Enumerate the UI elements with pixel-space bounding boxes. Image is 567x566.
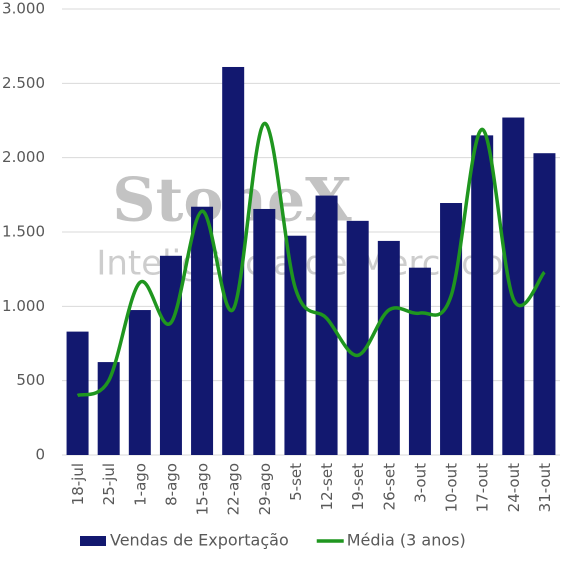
y-tick-label: 1.500 xyxy=(2,223,45,241)
bar xyxy=(315,195,338,455)
x-tick-label: 10-out xyxy=(443,463,461,512)
bar xyxy=(377,240,400,455)
x-tick-label: 31-out xyxy=(536,463,554,512)
bar xyxy=(253,208,276,455)
x-tick-label: 19-set xyxy=(349,463,367,511)
legend-label: Média (3 anos) xyxy=(347,531,466,550)
x-tick-label: 1-ago xyxy=(131,463,149,506)
y-tick-label: 2.000 xyxy=(2,148,45,166)
y-tick-label: 500 xyxy=(16,371,45,389)
bar xyxy=(502,117,525,455)
x-tick-label: 12-set xyxy=(318,463,336,511)
bar xyxy=(408,267,431,455)
x-tick-label: 15-ago xyxy=(194,463,212,515)
x-tick-label: 5-set xyxy=(287,463,305,501)
y-tick-label: 2.500 xyxy=(2,74,45,92)
bar xyxy=(284,235,307,455)
bar xyxy=(440,203,463,455)
x-tick-label: 22-ago xyxy=(225,463,243,515)
y-tick-label: 0 xyxy=(35,446,45,464)
x-tick-label: 24-out xyxy=(505,463,523,512)
bar xyxy=(97,362,120,455)
bar xyxy=(222,66,245,455)
x-tick-label: 18-jul xyxy=(69,463,87,505)
x-tick-label: 29-ago xyxy=(256,463,274,515)
bar xyxy=(66,331,89,455)
bar xyxy=(346,220,369,455)
line xyxy=(76,121,546,398)
bar xyxy=(471,135,494,455)
legend-swatch xyxy=(80,536,106,546)
bar xyxy=(191,206,214,455)
x-tick-label: 25-jul xyxy=(100,463,118,505)
bar xyxy=(159,255,182,455)
x-tick-label: 17-out xyxy=(474,463,492,512)
x-tick-label: 26-set xyxy=(380,463,398,511)
y-tick-label: 1.000 xyxy=(2,297,45,315)
x-tick-label: 3-out xyxy=(411,463,429,503)
y-tick-label: 3.000 xyxy=(2,0,45,18)
x-tick-label: 8-ago xyxy=(162,463,180,506)
bar xyxy=(128,310,151,455)
bar xyxy=(533,153,556,455)
legend-label: Vendas de Exportação xyxy=(110,531,289,550)
